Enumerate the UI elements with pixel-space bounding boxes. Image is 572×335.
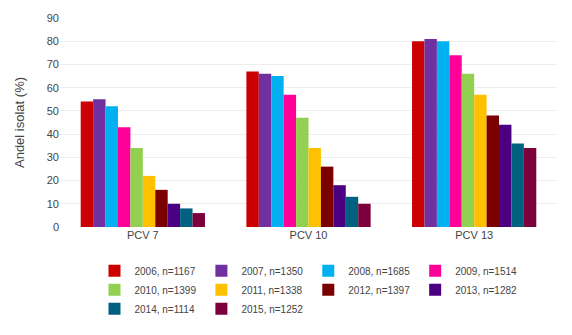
svg-text:90: 90 bbox=[47, 12, 59, 24]
svg-text:10: 10 bbox=[47, 198, 59, 210]
svg-text:80: 80 bbox=[47, 35, 59, 47]
svg-text:PCV 7: PCV 7 bbox=[127, 229, 159, 241]
svg-text:2006, n=1167: 2006, n=1167 bbox=[135, 266, 196, 277]
svg-text:0: 0 bbox=[53, 221, 59, 233]
svg-text:30: 30 bbox=[47, 151, 59, 163]
svg-text:2015, n=1252: 2015, n=1252 bbox=[241, 304, 303, 315]
svg-text:20: 20 bbox=[47, 174, 59, 186]
svg-text:50: 50 bbox=[47, 105, 59, 117]
svg-text:70: 70 bbox=[47, 58, 59, 70]
svg-text:2013, n=1282: 2013, n=1282 bbox=[455, 285, 517, 296]
svg-text:60: 60 bbox=[47, 82, 59, 94]
svg-text:PCV 13: PCV 13 bbox=[455, 229, 493, 241]
svg-text:40: 40 bbox=[47, 128, 59, 140]
svg-text:2008, n=1685: 2008, n=1685 bbox=[348, 266, 410, 277]
svg-text:2012, n=1397: 2012, n=1397 bbox=[348, 285, 410, 296]
svg-text:Andel isolat (%): Andel isolat (%) bbox=[12, 77, 27, 168]
svg-text:2009, n=1514: 2009, n=1514 bbox=[455, 266, 517, 277]
svg-text:2007, n=1350: 2007, n=1350 bbox=[241, 266, 303, 277]
svg-text:PCV 10: PCV 10 bbox=[290, 229, 328, 241]
svg-text:2011, n=1338: 2011, n=1338 bbox=[241, 285, 302, 296]
svg-text:2014, n=1114: 2014, n=1114 bbox=[135, 304, 195, 315]
svg-text:2010, n=1399: 2010, n=1399 bbox=[135, 285, 197, 296]
